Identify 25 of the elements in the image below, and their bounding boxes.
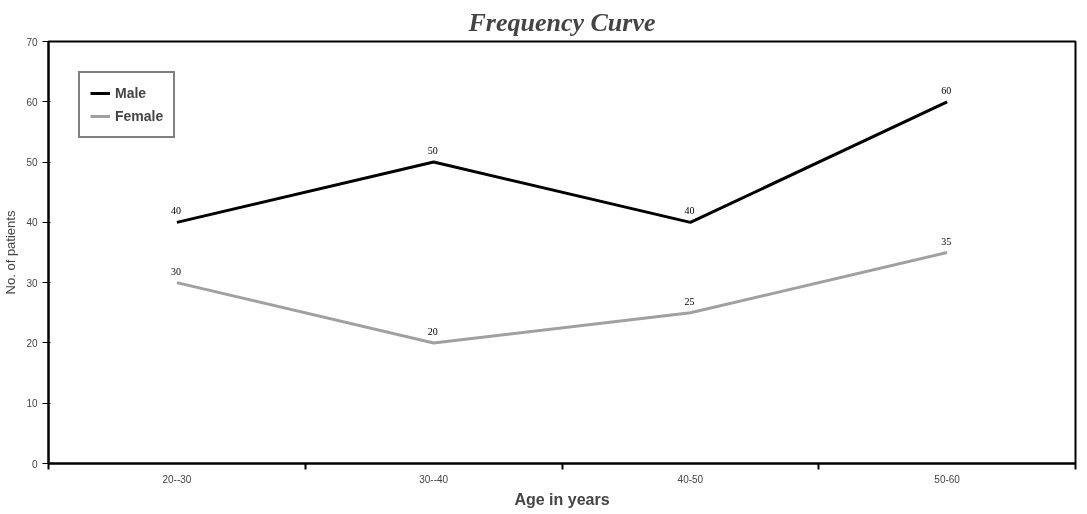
data-label: 40 <box>684 205 695 217</box>
legend-label: Female <box>115 108 164 124</box>
x-tick-label: 20--30 <box>162 473 192 485</box>
x-axis-title: Age in years <box>514 490 610 508</box>
x-tick-label: 50-60 <box>934 473 961 485</box>
data-label: 25 <box>684 295 695 307</box>
data-label: 50 <box>427 145 438 157</box>
data-label: 20 <box>427 325 438 337</box>
y-tick-label: 0 <box>31 458 38 470</box>
y-tick-label: 50 <box>26 157 38 169</box>
y-tick-label: 70 <box>26 36 38 48</box>
chart-title: Frequency Curve <box>467 7 656 37</box>
data-label: 35 <box>941 235 952 247</box>
data-label: 40 <box>170 205 181 217</box>
x-tick-label: 30--40 <box>419 473 449 485</box>
y-tick-label: 10 <box>26 398 38 410</box>
y-tick-label: 60 <box>26 96 38 108</box>
legend-label: Male <box>115 85 147 101</box>
y-tick-label: 40 <box>26 217 38 229</box>
data-label: 30 <box>170 265 181 277</box>
y-tick-label: 20 <box>26 337 38 349</box>
y-tick-label: 30 <box>26 277 38 289</box>
x-tick-label: 40-50 <box>677 473 704 485</box>
data-label: 60 <box>941 84 952 96</box>
y-axis-title: No. of patients <box>3 210 19 295</box>
